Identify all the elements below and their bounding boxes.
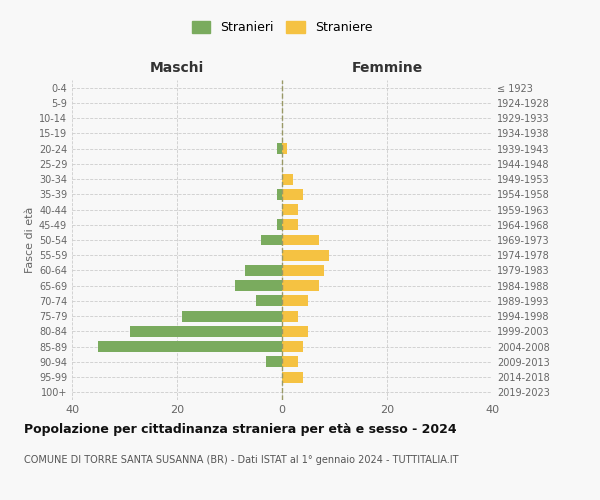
Bar	[182, 310, 282, 322]
Bar	[282, 310, 298, 322]
Bar	[282, 204, 298, 215]
Bar	[266, 356, 282, 368]
Bar	[256, 296, 282, 306]
Bar	[282, 372, 303, 382]
Bar	[277, 220, 282, 230]
Bar	[282, 326, 308, 337]
Legend: Stranieri, Straniere: Stranieri, Straniere	[187, 16, 377, 40]
Bar	[282, 250, 329, 260]
Bar	[235, 280, 282, 291]
Bar	[277, 143, 282, 154]
Bar	[245, 265, 282, 276]
Bar	[261, 234, 282, 246]
Bar	[277, 189, 282, 200]
Text: COMUNE DI TORRE SANTA SUSANNA (BR) - Dati ISTAT al 1° gennaio 2024 - TUTTITALIA.: COMUNE DI TORRE SANTA SUSANNA (BR) - Dat…	[24, 455, 458, 465]
Bar	[282, 174, 293, 184]
Bar	[282, 296, 308, 306]
Bar	[282, 356, 298, 368]
Bar	[282, 341, 303, 352]
Bar	[282, 280, 319, 291]
Bar	[282, 189, 303, 200]
Y-axis label: Fasce di età: Fasce di età	[25, 207, 35, 273]
Bar	[98, 341, 282, 352]
Bar	[282, 143, 287, 154]
Bar	[282, 220, 298, 230]
Bar	[282, 265, 324, 276]
Bar	[282, 234, 319, 246]
Bar	[130, 326, 282, 337]
Text: Popolazione per cittadinanza straniera per età e sesso - 2024: Popolazione per cittadinanza straniera p…	[24, 422, 457, 436]
